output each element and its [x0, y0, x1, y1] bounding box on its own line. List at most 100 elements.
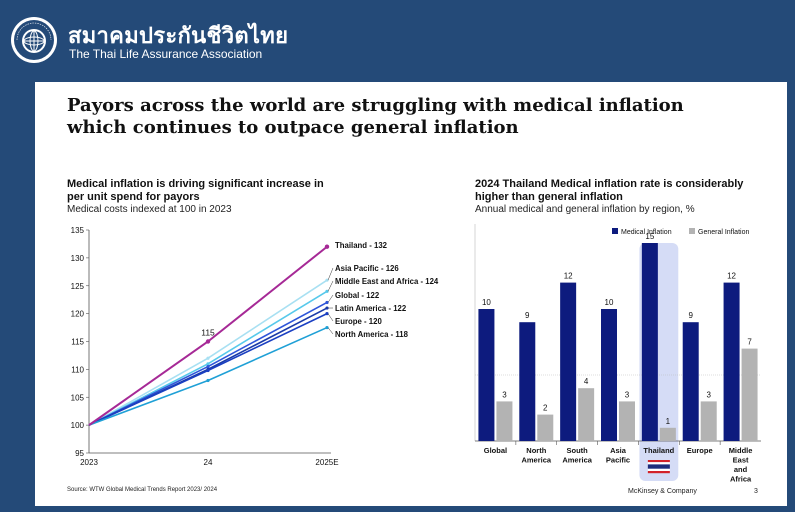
thailand-flag-icon [647, 471, 670, 474]
bar-category-label: America [521, 456, 551, 465]
line-chart-y-tick-label: 135 [71, 226, 85, 235]
bar-category-label: Global [484, 446, 507, 455]
bar-medical-value-label: 9 [688, 311, 693, 320]
line-point [325, 278, 329, 282]
line-end-label: Middle East and Africa - 124 [335, 277, 439, 286]
line-point [325, 312, 329, 316]
line-point [325, 300, 329, 305]
bar-category-label: South [567, 446, 589, 455]
bar-medical-thailand [641, 243, 658, 441]
bar-category-label: Middle [729, 446, 753, 455]
tlaa-logo-icon [11, 17, 57, 63]
bar-general-value-label: 3 [502, 390, 507, 399]
thailand-flag-icon [647, 462, 670, 465]
line-point [325, 306, 329, 310]
bar-medical-value-label: 15 [645, 232, 654, 241]
line-chart-y-tick-label: 100 [71, 421, 85, 430]
bar-chart-subtitle: Annual medical and general inflation by … [475, 204, 695, 215]
bar-medical-value-label: 10 [605, 298, 614, 307]
line-point [324, 244, 330, 249]
line-point [325, 289, 329, 293]
legend-general-label: General Inflation [698, 229, 749, 236]
bar-medical-south-america [560, 282, 577, 441]
bar-general-value-label: 1 [666, 417, 671, 426]
header-bar: สมาคมประกันชีวิตไทย The Thai Life Assura… [0, 0, 795, 82]
bar-general-value-label: 7 [747, 338, 752, 347]
bar-category-label: America [562, 456, 592, 465]
line-label-leader [327, 313, 334, 322]
line-end-label: Asia Pacific - 126 [335, 264, 399, 273]
line-label-leader [327, 267, 334, 281]
bar-medical-value-label: 9 [525, 311, 530, 320]
bar-category-label: Pacific [606, 456, 630, 465]
thailand-flag-icon [647, 468, 670, 471]
bar-general-south-america [578, 388, 595, 441]
bar-medical-europe [682, 322, 699, 441]
brand-name: McKinsey & Company [628, 488, 697, 495]
line-point [206, 378, 210, 383]
bar-medical-asia-pacific [601, 309, 617, 441]
legend-medical-label: Medical Inflation [621, 229, 672, 236]
bar-category-label: and [734, 465, 748, 474]
line-chart-y-tick-label: 115 [71, 338, 84, 347]
thailand-flag-icon [647, 460, 670, 463]
bar-category-label: North [526, 446, 546, 455]
bar-general-asia-pacific [619, 401, 635, 441]
legend-medical-swatch [612, 228, 618, 234]
headline-line-1: Payors across the world are struggling w… [67, 95, 684, 116]
line-end-label: North America - 118 [335, 330, 409, 339]
slide-headline: Payors across the world are struggling w… [67, 95, 747, 139]
legend-general-swatch [689, 228, 695, 234]
bar-general-middle-east-and-africa [741, 348, 758, 441]
line-chart-y-tick-label: 125 [71, 282, 85, 291]
bar-medical-north-america [519, 322, 536, 441]
line-chart-y-tick-label: 110 [71, 365, 84, 374]
line-chart-y-tick-label: 95 [75, 449, 84, 458]
bar-medical-global [478, 309, 495, 441]
line-chart-y-tick-label: 105 [71, 393, 85, 402]
page-number: 3 [754, 488, 758, 495]
bar-chart-title: 2024 Thailand Medical inflation rate is … [475, 178, 744, 203]
line-chart-x-tick-label: 2025E [315, 458, 338, 467]
line-point [205, 339, 211, 344]
line-label-leader [327, 294, 334, 303]
line-end-label: Thailand - 132 [335, 241, 388, 250]
line-thailand-mid-label: 115 [201, 328, 215, 338]
bar-general-value-label: 4 [584, 377, 589, 386]
bar-general-value-label: 3 [706, 390, 711, 399]
line-chart-title: Medical inflation is driving significant… [67, 178, 324, 203]
line-chart-y-tick-label: 130 [71, 254, 85, 263]
slide: Payors across the world are struggling w… [35, 82, 787, 506]
bar-general-value-label: 3 [625, 390, 630, 399]
line-end-label: Global - 122 [335, 291, 380, 300]
line-end-label: Europe - 120 [335, 317, 382, 326]
bar-medical-middle-east-and-africa [723, 282, 740, 441]
line-chart-subtitle: Medical costs indexed at 100 in 2023 [67, 204, 232, 215]
thailand-flag-icon [647, 464, 670, 469]
bar-general-value-label: 2 [543, 404, 548, 413]
source-note: Source: WTW Global Medical Trends Report… [67, 487, 218, 493]
line-point [206, 362, 210, 366]
bar-category-label: Thailand [643, 446, 674, 455]
line-chart-x-tick-label: 2023 [80, 458, 98, 467]
bar-category-label: East [733, 456, 749, 465]
line-label-leader [327, 280, 334, 292]
bar-medical-value-label: 12 [727, 272, 736, 281]
line-point [325, 325, 329, 330]
line-point [206, 364, 210, 369]
bar-general-thailand [659, 427, 676, 441]
headline-line-2: which continues to outpace general infla… [67, 117, 519, 138]
bar-medical-value-label: 10 [482, 298, 491, 307]
bar-category-label: Europe [687, 446, 713, 455]
line-point [206, 356, 210, 360]
line-end-label: Latin America - 122 [335, 304, 407, 313]
bar-general-global [496, 401, 513, 441]
bar-category-label: Asia [610, 446, 627, 455]
org-name-english: The Thai Life Assurance Association [69, 47, 263, 61]
bar-medical-value-label: 12 [564, 272, 573, 281]
line-point [206, 368, 210, 373]
bar-general-north-america [537, 414, 554, 441]
org-name-thai: สมาคมประกันชีวิตไทย [68, 24, 289, 49]
line-chart-x-tick-label: 24 [204, 458, 213, 467]
